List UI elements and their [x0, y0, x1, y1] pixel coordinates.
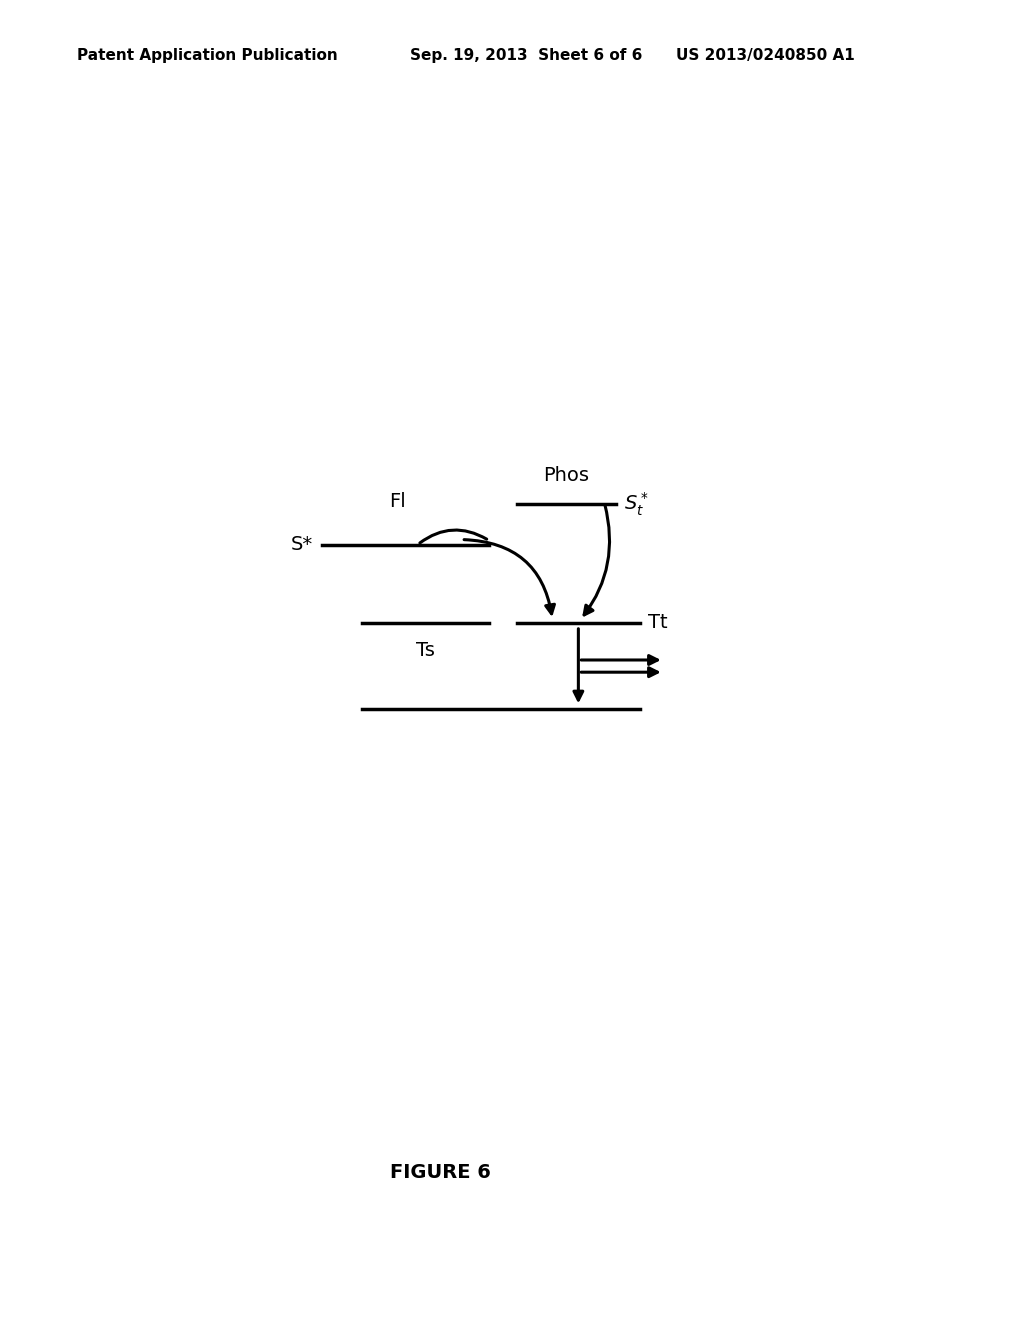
Text: FIGURE 6: FIGURE 6 [390, 1163, 490, 1181]
Text: $S_t^*$: $S_t^*$ [624, 490, 649, 517]
Text: Phos: Phos [544, 466, 590, 484]
FancyArrowPatch shape [420, 531, 486, 543]
Text: Patent Application Publication: Patent Application Publication [77, 48, 338, 63]
FancyArrowPatch shape [584, 504, 609, 615]
Text: US 2013/0240850 A1: US 2013/0240850 A1 [676, 48, 855, 63]
Text: Tt: Tt [648, 614, 668, 632]
Text: Ts: Ts [416, 642, 435, 660]
Text: S*: S* [291, 535, 313, 554]
Text: Fl: Fl [389, 492, 407, 511]
FancyArrowPatch shape [464, 540, 554, 614]
Text: Sep. 19, 2013  Sheet 6 of 6: Sep. 19, 2013 Sheet 6 of 6 [410, 48, 642, 63]
